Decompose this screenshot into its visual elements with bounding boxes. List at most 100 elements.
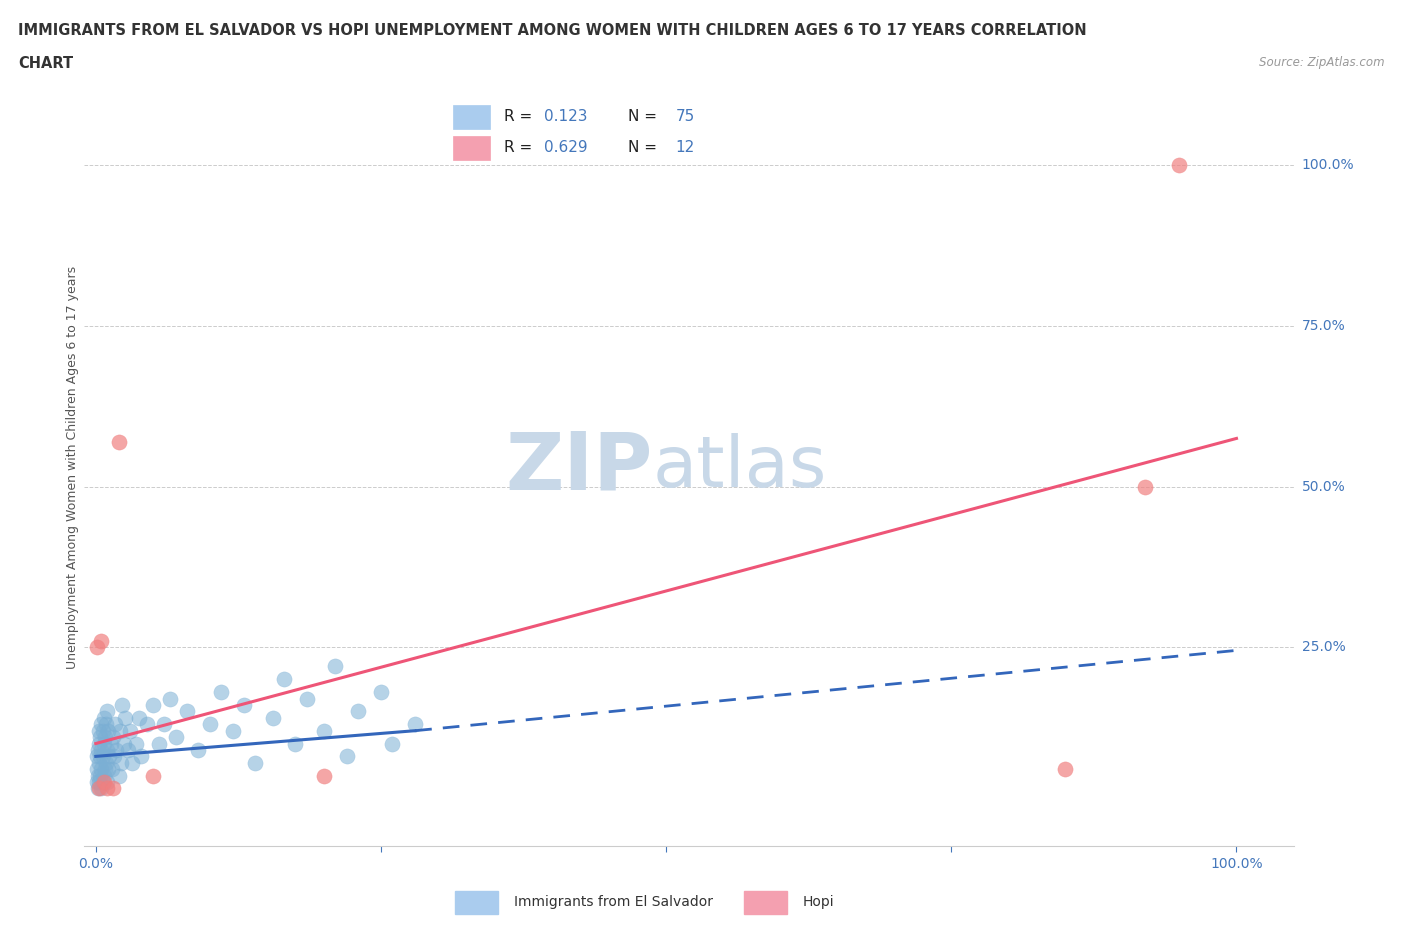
Point bbox=[1168, 158, 1191, 173]
Point bbox=[118, 724, 141, 738]
Point bbox=[136, 717, 159, 732]
Point bbox=[336, 749, 359, 764]
Point bbox=[97, 724, 120, 738]
Point bbox=[94, 730, 117, 745]
Point bbox=[187, 742, 209, 757]
Bar bbox=[453, 136, 491, 160]
Point bbox=[347, 704, 370, 719]
Point bbox=[96, 775, 118, 790]
Point bbox=[94, 755, 117, 770]
Point bbox=[165, 730, 187, 745]
Point bbox=[90, 742, 112, 757]
Point bbox=[295, 691, 318, 706]
Point bbox=[103, 749, 125, 764]
Point bbox=[90, 762, 112, 777]
Point bbox=[89, 781, 111, 796]
Text: 12: 12 bbox=[676, 140, 695, 155]
Point bbox=[93, 775, 115, 790]
Point bbox=[323, 659, 346, 674]
Text: 25.0%: 25.0% bbox=[1302, 640, 1346, 654]
Point bbox=[89, 749, 111, 764]
Point bbox=[125, 736, 148, 751]
Point bbox=[96, 742, 118, 757]
Point bbox=[142, 698, 165, 712]
Text: Immigrants from El Salvador: Immigrants from El Salvador bbox=[515, 896, 713, 910]
Point bbox=[370, 684, 392, 699]
Point bbox=[312, 768, 335, 783]
Point bbox=[148, 736, 170, 751]
Point bbox=[233, 698, 256, 712]
Point bbox=[94, 717, 117, 732]
Point bbox=[93, 768, 115, 783]
Point bbox=[91, 775, 114, 790]
Text: R =: R = bbox=[503, 109, 531, 124]
Point bbox=[96, 781, 118, 796]
Bar bbox=[456, 891, 498, 914]
Point bbox=[89, 724, 111, 738]
Point bbox=[89, 736, 111, 751]
Text: R =: R = bbox=[503, 140, 531, 155]
Text: 100.0%: 100.0% bbox=[1302, 158, 1354, 172]
Point bbox=[105, 742, 128, 757]
Y-axis label: Unemployment Among Women with Children Ages 6 to 17 years: Unemployment Among Women with Children A… bbox=[66, 266, 79, 669]
Point bbox=[131, 749, 153, 764]
Point bbox=[87, 742, 110, 757]
Point bbox=[89, 730, 111, 745]
Point bbox=[381, 736, 404, 751]
Point bbox=[100, 762, 122, 777]
Point bbox=[114, 711, 136, 725]
Point bbox=[89, 768, 111, 783]
Text: 75: 75 bbox=[676, 109, 695, 124]
Point bbox=[159, 691, 181, 706]
Point bbox=[121, 755, 143, 770]
Point bbox=[87, 781, 110, 796]
Point bbox=[1135, 479, 1157, 494]
Point bbox=[96, 704, 118, 719]
Text: IMMIGRANTS FROM EL SALVADOR VS HOPI UNEMPLOYMENT AMONG WOMEN WITH CHILDREN AGES : IMMIGRANTS FROM EL SALVADOR VS HOPI UNEM… bbox=[18, 23, 1087, 38]
Bar bbox=[744, 891, 786, 914]
Point bbox=[86, 775, 108, 790]
Text: atlas: atlas bbox=[652, 432, 827, 502]
Bar bbox=[453, 105, 491, 129]
Point bbox=[101, 730, 124, 745]
Point bbox=[273, 671, 295, 686]
Text: ZIP: ZIP bbox=[505, 429, 652, 506]
Point bbox=[97, 762, 120, 777]
Point bbox=[209, 684, 232, 699]
Text: 50.0%: 50.0% bbox=[1302, 480, 1346, 494]
Point bbox=[284, 736, 307, 751]
Text: Hopi: Hopi bbox=[803, 896, 834, 910]
Point bbox=[142, 768, 165, 783]
Point bbox=[221, 724, 243, 738]
Point bbox=[110, 755, 132, 770]
Point bbox=[176, 704, 198, 719]
Point bbox=[198, 717, 221, 732]
Point bbox=[404, 717, 426, 732]
Point bbox=[117, 742, 139, 757]
Point bbox=[89, 755, 111, 770]
Point bbox=[91, 724, 114, 738]
Point bbox=[86, 640, 108, 655]
Point bbox=[86, 749, 108, 764]
Point bbox=[91, 749, 114, 764]
Text: Source: ZipAtlas.com: Source: ZipAtlas.com bbox=[1260, 56, 1385, 69]
Point bbox=[107, 768, 129, 783]
Point bbox=[86, 762, 108, 777]
Text: CHART: CHART bbox=[18, 56, 73, 71]
Text: N =: N = bbox=[628, 140, 658, 155]
Point bbox=[312, 724, 335, 738]
Point bbox=[104, 717, 127, 732]
Point bbox=[89, 775, 111, 790]
Point bbox=[90, 717, 112, 732]
Text: N =: N = bbox=[628, 109, 658, 124]
Point bbox=[101, 781, 124, 796]
Point bbox=[111, 698, 134, 712]
Text: 75.0%: 75.0% bbox=[1302, 319, 1346, 333]
Text: 0.629: 0.629 bbox=[544, 140, 588, 155]
Point bbox=[94, 762, 117, 777]
Point bbox=[90, 633, 112, 648]
Point bbox=[108, 724, 131, 738]
Point bbox=[112, 736, 135, 751]
Point bbox=[1054, 762, 1077, 777]
Point bbox=[87, 768, 110, 783]
